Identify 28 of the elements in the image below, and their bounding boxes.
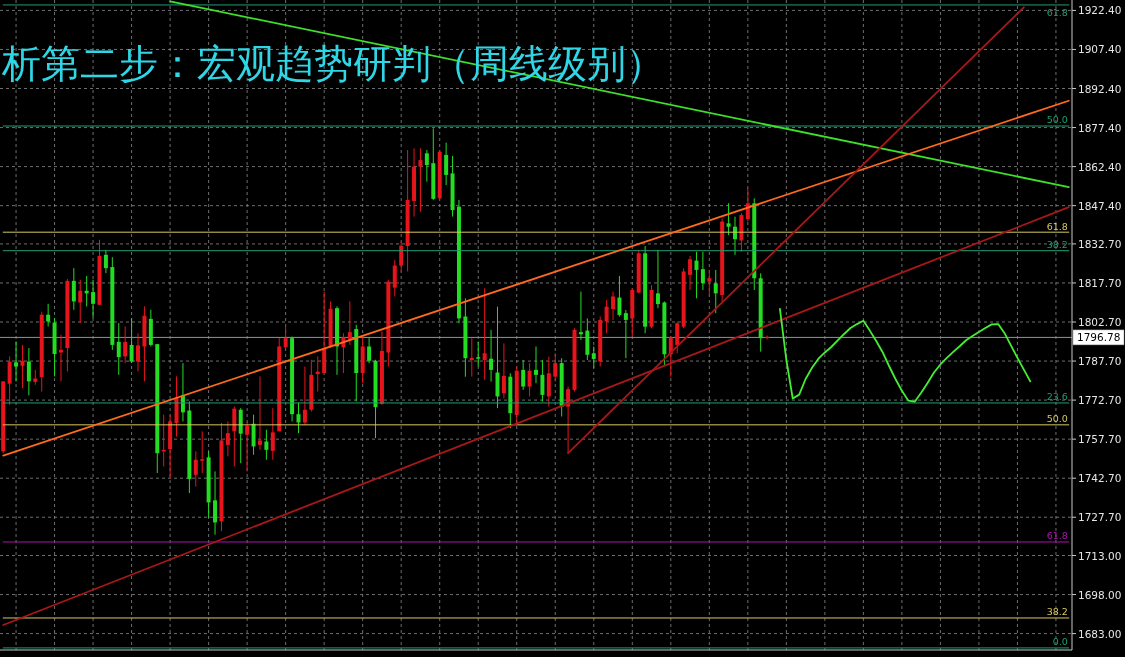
y-tick-label: 1683.00 bbox=[1078, 627, 1122, 640]
y-tick-label: 1802.70 bbox=[1078, 316, 1122, 329]
y-tick-label: 1713.00 bbox=[1078, 549, 1122, 562]
series-label: 50.0 bbox=[1046, 413, 1068, 425]
series-label: 61.8 bbox=[1046, 530, 1068, 542]
y-tick-label: 1727.70 bbox=[1078, 511, 1122, 524]
y-tick-label: 1862.40 bbox=[1078, 160, 1122, 173]
y-tick-label: 1742.70 bbox=[1078, 472, 1122, 485]
y-tick-label: 1832.70 bbox=[1078, 237, 1122, 250]
y-tick-label: 1757.70 bbox=[1078, 433, 1122, 446]
series-label: 50.0 bbox=[1046, 114, 1068, 126]
series-label: 0.0 bbox=[1052, 636, 1068, 648]
y-tick-label: 1787.70 bbox=[1078, 355, 1122, 368]
y-tick-label: 1698.00 bbox=[1078, 588, 1122, 601]
y-tick-label: 1877.40 bbox=[1078, 121, 1122, 134]
y-tick-label: 1817.70 bbox=[1078, 276, 1122, 289]
series-label: 61.8 bbox=[1046, 220, 1068, 232]
y-tick-label: 1772.70 bbox=[1078, 394, 1122, 407]
series-label: 38.2 bbox=[1046, 606, 1068, 618]
price-tag: 1796.78 bbox=[1072, 329, 1125, 346]
series-label: 61.8 bbox=[1046, 6, 1068, 18]
y-tick-label: 1907.40 bbox=[1078, 43, 1122, 56]
y-tick-label: 1892.40 bbox=[1078, 82, 1122, 95]
ref-line-label: 1796.78 bbox=[1077, 331, 1121, 344]
series-label: 23.6 bbox=[1046, 391, 1068, 403]
y-tick-label: 1847.40 bbox=[1078, 199, 1122, 212]
y-tick-label: 1922.40 bbox=[1078, 4, 1122, 17]
series-label: 38.2 bbox=[1046, 239, 1068, 251]
